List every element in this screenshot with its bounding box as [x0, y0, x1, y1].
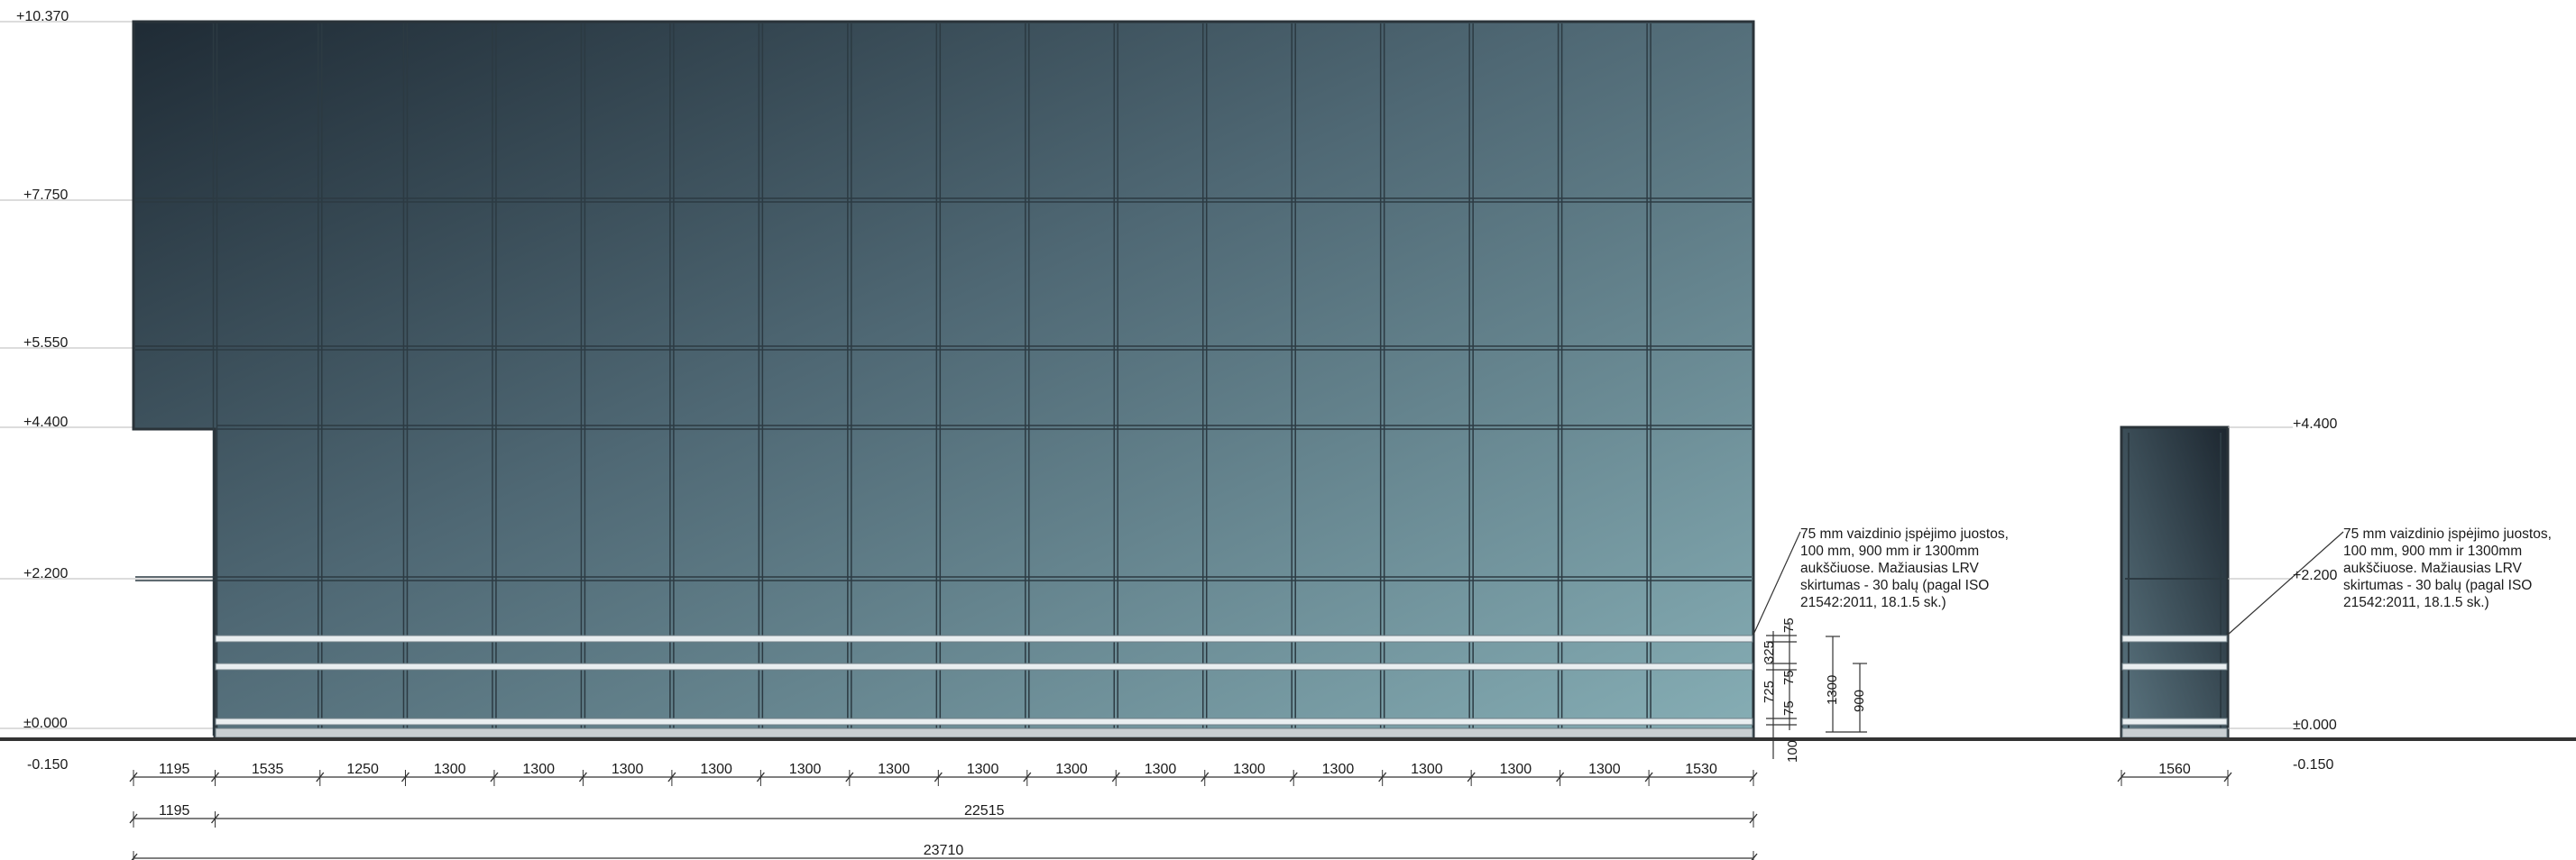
dimension-label: 725	[1762, 681, 1777, 703]
warning-stripes	[215, 635, 1753, 726]
note-line: aukščiuose. Mažiausias LRV	[2343, 561, 2523, 576]
dimension-labels: 1195 1535 1250 1300 1300 1300 1300 1300 1300 1300…	[159, 762, 1717, 858]
warning-stripe	[2121, 663, 2228, 671]
note-line: 100 mm, 900 mm ir 1300mm	[2343, 544, 2522, 559]
dimension-label: 1300	[1233, 762, 1265, 777]
dimension-label: 1300	[878, 762, 910, 777]
warning-stripe	[215, 663, 1753, 671]
note-line: skirtumas - 30 balų (pagal ISO	[2343, 578, 2532, 593]
dimension-label: 1530	[1685, 762, 1717, 777]
level-label: -0.150	[27, 757, 68, 773]
dimension-label: 1300	[1500, 762, 1532, 777]
note-line: 21542:2011, 18.1.5 sk.)	[1800, 595, 1946, 610]
warning-stripe	[215, 635, 1753, 643]
entrance-glass	[2120, 425, 2230, 739]
facade-base-strip	[215, 727, 1753, 738]
dimension-label: 1300	[1322, 762, 1355, 777]
dimension-label: 22515	[964, 803, 1005, 819]
dimension-label: 1300	[522, 762, 555, 777]
level-label: ±0.000	[23, 716, 68, 731]
level-label: +7.750	[23, 188, 68, 203]
dimension-label: 1195	[159, 762, 190, 777]
dimension-label: 1300	[1055, 762, 1088, 777]
note-line: skirtumas - 30 balų (pagal ISO	[1800, 578, 1989, 593]
dimension-label: 1300	[1411, 762, 1443, 777]
dimension-label: 1300	[1825, 675, 1840, 705]
warning-stripe	[2121, 635, 2228, 643]
level-label: -0.150	[2293, 757, 2333, 773]
dimension-label: 23710	[924, 843, 964, 858]
dimension-label: 75	[1781, 618, 1797, 633]
dimension-label: 1250	[346, 762, 379, 777]
dimension-label: 1300	[789, 762, 822, 777]
vertical-dimension-labels: 75 325 725 75 75 100 1300 900	[1762, 618, 1867, 763]
dimension-label: 1535	[252, 762, 284, 777]
dimension-label: 1300	[612, 762, 644, 777]
level-label: +2.200	[2293, 568, 2337, 583]
level-label: +10.370	[16, 9, 69, 24]
entrance-facade	[2120, 425, 2230, 739]
note-line: aukščiuose. Mažiausias LRV	[1800, 561, 1980, 576]
warning-stripe	[215, 718, 1753, 726]
facade-glass	[132, 20, 1755, 739]
dimension-label: 1560	[2158, 762, 2191, 777]
level-lines-right	[2228, 426, 2293, 729]
dimension-label: 1300	[967, 762, 999, 777]
leader-lines	[1753, 531, 2344, 636]
dimension-label: 900	[1852, 690, 1867, 712]
level-label: +2.200	[23, 566, 68, 581]
level-label: ±0.000	[2293, 718, 2337, 733]
vertical-dimensions	[1766, 622, 1867, 759]
dimension-label: 1300	[434, 762, 466, 777]
level-lines-left	[0, 21, 215, 729]
dimension-label: 1300	[1145, 762, 1177, 777]
dimension-label: 100	[1785, 740, 1800, 763]
note-line: 21542:2011, 18.1.5 sk.)	[2343, 595, 2489, 610]
dimension-label: 75	[1781, 670, 1797, 685]
dimension-label: 1300	[700, 762, 732, 777]
level-label: +5.550	[23, 335, 68, 351]
dimension-ticks	[129, 770, 2232, 860]
level-labels-right: +4.400 +2.200 ±0.000 -0.150	[2293, 416, 2337, 773]
note-line: 75 mm vaizdinio įspėjimo juostos,	[1800, 526, 2009, 542]
note-entrance: 75 mm vaizdinio įspėjimo juostos, 100 mm…	[2343, 526, 2552, 610]
dimension-label: 1195	[159, 803, 190, 819]
warning-stripe	[2121, 718, 2228, 726]
dimension-label: 1300	[1588, 762, 1621, 777]
facade-base-strip	[2121, 727, 2228, 738]
note-main: 75 mm vaizdinio įspėjimo juostos, 100 mm…	[1800, 526, 2009, 610]
mullion-grid	[135, 23, 1752, 736]
note-line: 100 mm, 900 mm ir 1300mm	[1800, 544, 1979, 559]
level-label: +4.400	[23, 415, 68, 430]
main-facade	[132, 20, 1755, 739]
dimension-label: 75	[1781, 700, 1797, 716]
note-line: 75 mm vaizdinio įspėjimo juostos,	[2343, 526, 2552, 542]
dimension-label: 325	[1762, 641, 1777, 663]
level-label: +4.400	[2293, 416, 2337, 432]
dimension-chains	[133, 776, 2228, 859]
level-labels-left: +10.370 +7.750 +5.550 +4.400 +2.200 ±0.0…	[16, 9, 69, 773]
